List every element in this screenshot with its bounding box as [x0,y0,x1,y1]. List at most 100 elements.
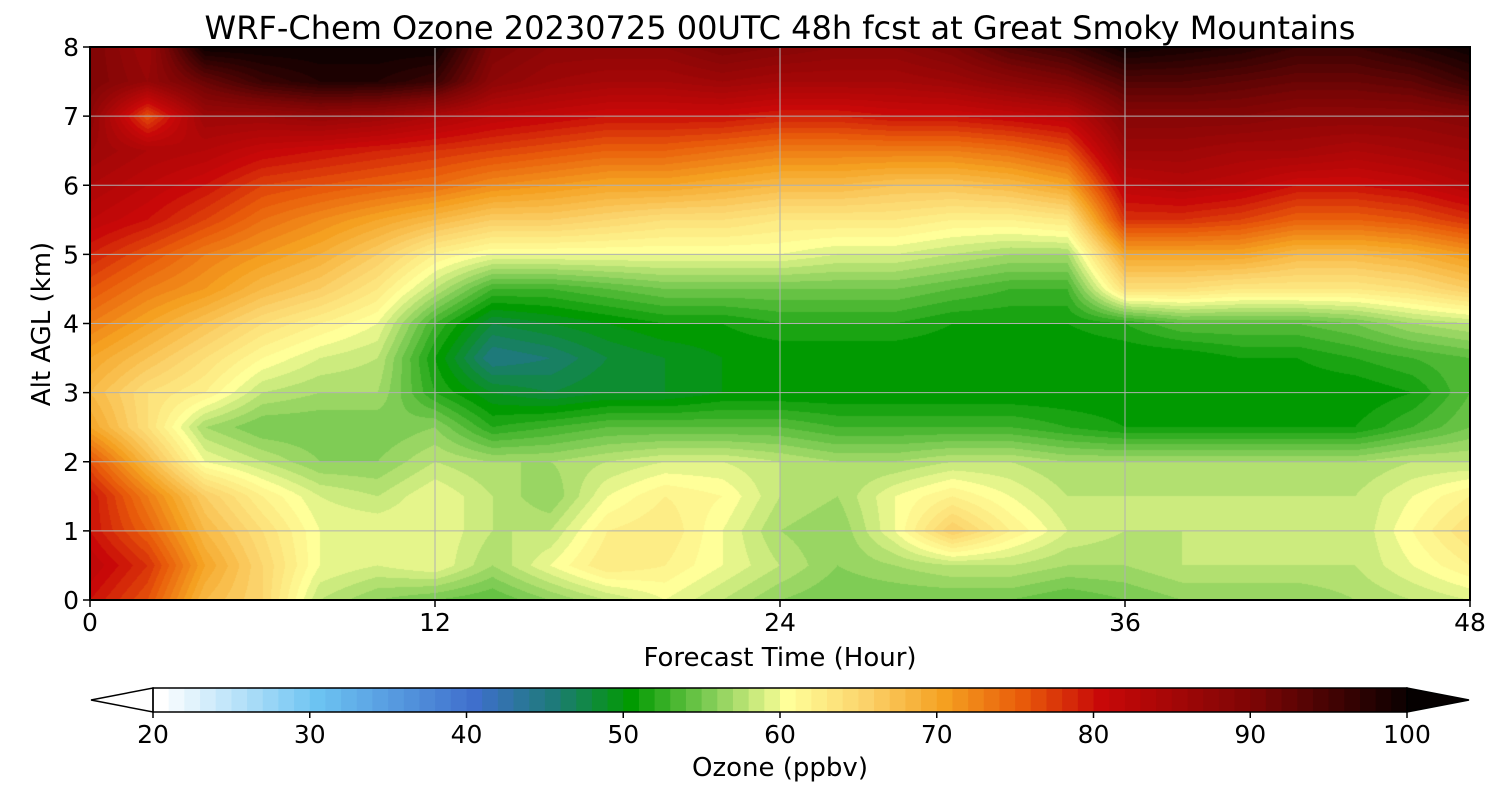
colorbar-swatch [529,688,546,712]
colorbar-swatch [482,688,499,712]
colorbar-swatch [952,688,969,712]
colorbar-swatch [623,688,640,712]
colorbar-tick-label: 50 [607,720,639,749]
colorbar-tick-label: 60 [764,720,796,749]
colorbar-swatch [1281,688,1298,712]
y-tick-label: 0 [63,586,79,615]
colorbar-swatch [795,688,812,712]
colorbar-swatch [372,688,389,712]
x-axis-label: Forecast Time (Hour) [643,643,916,673]
colorbar: 20 30 40 50 60 70 80 90 100 Ozone (ppbv) [90,687,1470,783]
colorbar-swatch [576,688,593,712]
colorbar-swatch [262,688,279,712]
colorbar-swatch [654,688,671,712]
colorbar-swatch [717,688,734,712]
colorbar-swatch [1077,688,1095,712]
colorbar-swatch [685,688,703,712]
colorbar-swatch [1124,688,1142,712]
colorbar-swatch [450,688,468,712]
colorbar-swatch [294,688,311,712]
colorbar-swatch [215,688,232,712]
x-axis-ticks: 0 12 24 36 48 [82,600,1486,637]
colorbar-swatch [388,688,405,712]
colorbar-swatch [732,688,750,712]
colorbar-swatch [1093,688,1110,712]
colorbar-tick-label: 100 [1383,720,1431,749]
colorbar-swatch [403,688,421,712]
colorbar-swatch [1062,688,1079,712]
colorbar-swatches [153,688,1408,712]
colorbar-swatch [1297,688,1314,712]
colorbar-swatch [811,688,828,712]
colorbar-swatch [1391,688,1408,712]
colorbar-low-extension [90,687,154,713]
colorbar-swatch [748,688,765,712]
colorbar-swatch [1265,688,1283,712]
colorbar-swatch [983,688,1001,712]
colorbar-swatch [905,688,922,712]
colorbar-swatch [999,688,1016,712]
y-tick-label: 5 [63,240,79,269]
colorbar-swatch [184,688,201,712]
colorbar-swatch [153,688,170,712]
x-tick-label: 12 [419,608,451,637]
colorbar-swatch [842,688,859,712]
colorbar-swatch [858,688,875,712]
colorbar-swatch [1218,688,1236,712]
colorbar-swatch [419,688,436,712]
colorbar-swatch [591,688,609,712]
y-tick-label: 4 [63,310,79,339]
colorbar-ticks: 20 30 40 50 60 70 80 90 100 [137,712,1431,749]
colorbar-swatch [341,688,358,712]
colorbar-tick-label: 30 [294,720,326,749]
colorbar-swatch [607,688,624,712]
y-tick-label: 7 [63,102,79,131]
colorbar-swatch [1359,688,1377,712]
colorbar-swatch [560,688,577,712]
colorbar-swatch [1203,688,1220,712]
y-tick-label: 1 [63,517,79,546]
y-tick-label: 3 [63,379,79,408]
colorbar-swatch [544,688,562,712]
colorbar-swatch [874,688,891,712]
colorbar-high-extension [1406,687,1470,713]
colorbar-swatch [1030,688,1048,712]
colorbar-swatch [247,688,264,712]
colorbar-swatch [889,688,906,712]
colorbar-swatch [497,688,515,712]
colorbar-swatch [466,688,483,712]
x-tick-label: 24 [764,608,796,637]
colorbar-tick-label: 80 [1078,720,1110,749]
colorbar-swatch [670,688,687,712]
colorbar-swatch [1234,688,1251,712]
colorbar-swatch [1250,688,1267,712]
y-axis-label: Alt AGL (km) [27,242,57,406]
colorbar-swatch [1171,688,1189,712]
plot-area [89,46,1471,601]
colorbar-swatch [780,688,797,712]
colorbar-swatch [1328,688,1345,712]
colorbar-swatch [1187,688,1204,712]
colorbar-swatch [921,688,938,712]
colorbar-swatch [200,688,217,712]
chart-title: WRF-Chem Ozone 20230725 00UTC 48h fcst a… [205,9,1356,47]
colorbar-swatch [1156,688,1173,712]
colorbar-swatch [1140,688,1157,712]
colorbar-swatch [1109,688,1126,712]
colorbar-label: Ozone (ppbv) [692,753,868,783]
colorbar-swatch [764,688,781,712]
colorbar-swatch [968,688,985,712]
colorbar-swatch [827,688,844,712]
colorbar-tick-label: 20 [137,720,169,749]
colorbar-swatch [356,688,374,712]
colorbar-swatch [168,688,185,712]
colorbar-swatch [1015,688,1032,712]
colorbar-swatch [278,688,295,712]
colorbar-swatch [1344,688,1361,712]
y-tick-label: 2 [63,448,79,477]
colorbar-tick-label: 70 [921,720,953,749]
y-tick-label: 8 [63,33,79,62]
y-axis-ticks: 0 1 2 3 4 5 6 7 8 [63,33,90,615]
colorbar-swatch [1375,688,1392,712]
